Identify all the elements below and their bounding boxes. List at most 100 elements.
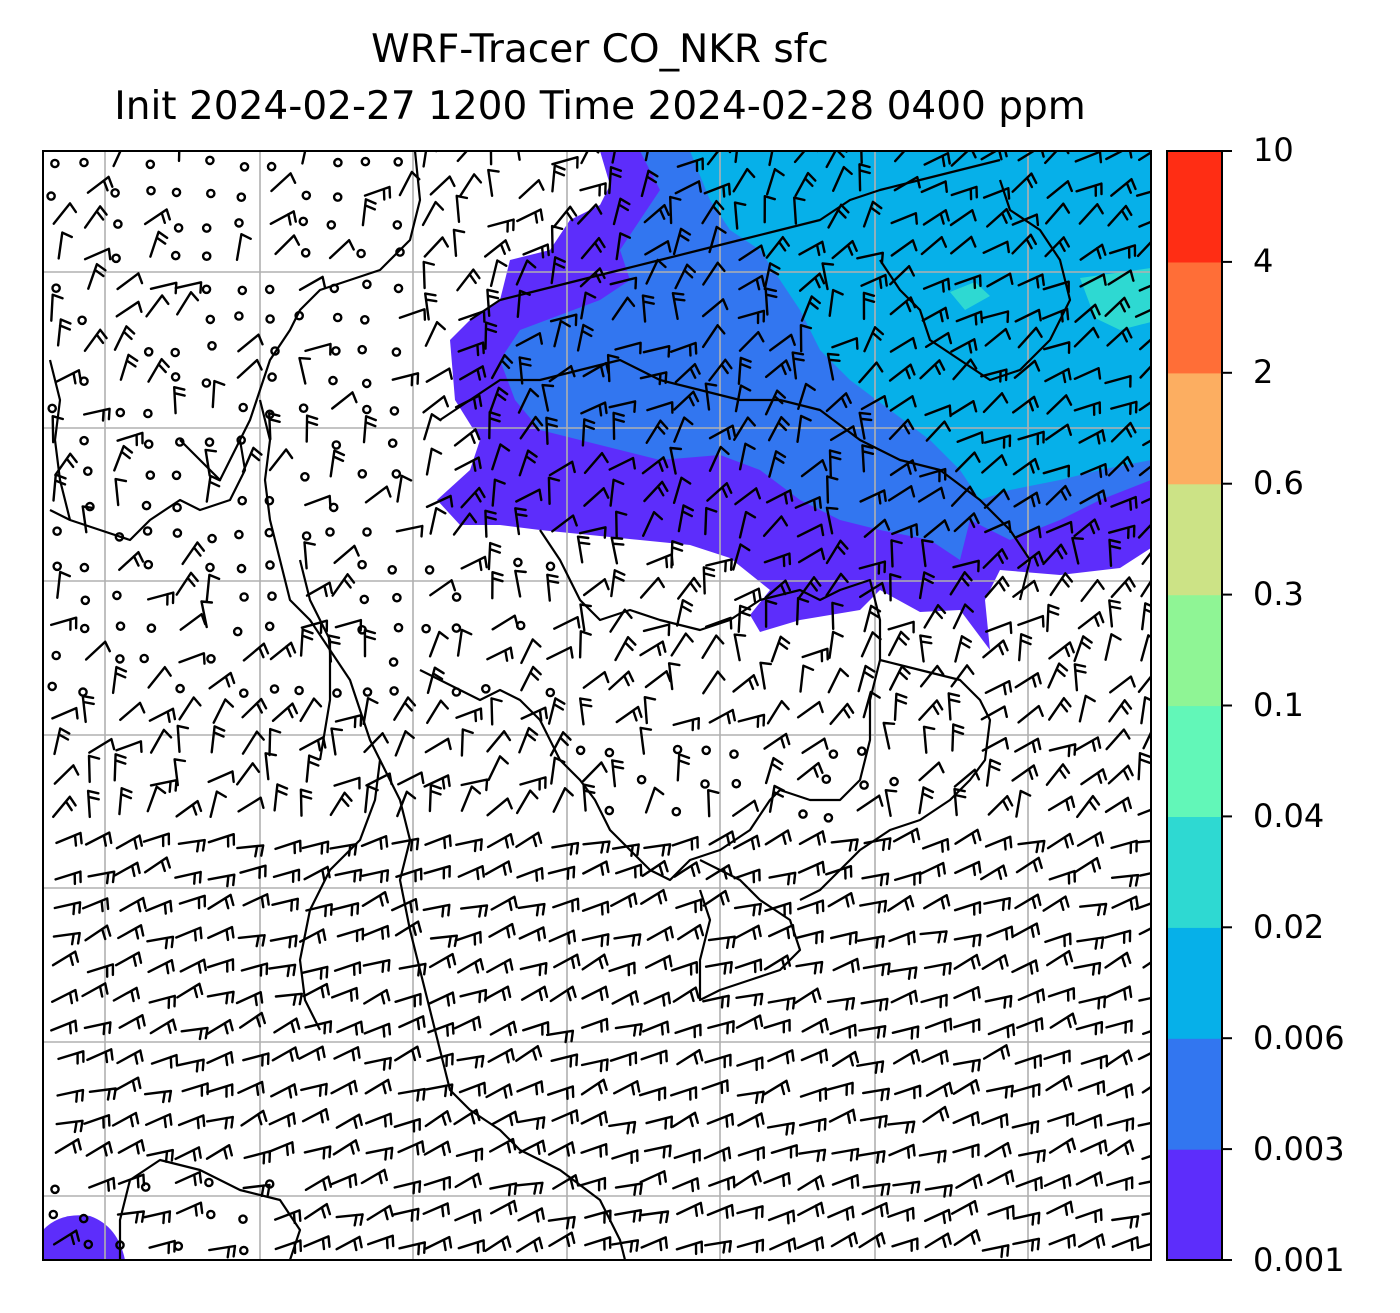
wind-barb [486, 730, 512, 753]
wind-barb [734, 587, 762, 603]
wind-barb [1077, 1233, 1106, 1249]
wind-barb [982, 548, 1009, 569]
wind-barb [516, 208, 544, 224]
wind-barb [394, 992, 422, 1008]
calm-wind-circle [234, 218, 244, 228]
wind-barb [925, 1081, 954, 1098]
wind-barb [423, 774, 451, 790]
wind-barb [301, 840, 330, 855]
wind-barb [861, 1202, 889, 1218]
wind-barb [797, 1201, 825, 1218]
wind-barb [87, 870, 116, 885]
wind-barb [360, 1168, 388, 1185]
wind-barb [704, 382, 718, 411]
calm-wind-circle [332, 312, 343, 323]
calm-wind-circle [301, 190, 312, 201]
wind-barb [1042, 543, 1068, 566]
wind-barb [1046, 1200, 1074, 1216]
wind-barb [329, 449, 346, 478]
wind-barb [86, 1048, 114, 1064]
wind-barb [147, 666, 172, 689]
wind-barb [986, 925, 1014, 941]
calm-wind-circle [237, 495, 247, 506]
wind-barb [763, 1079, 791, 1096]
calm-wind-circle [298, 216, 309, 227]
wind-barb [674, 1023, 702, 1039]
wind-barb [484, 509, 497, 538]
wind-barb [671, 835, 699, 851]
wind-barb [639, 371, 668, 386]
wind-barb [1046, 949, 1074, 967]
wind-barb [862, 291, 876, 321]
wind-barb [1139, 871, 1151, 877]
wind-barb [828, 449, 842, 478]
wind-barb [1110, 178, 1137, 197]
wind-barb [486, 958, 514, 974]
wind-barb [704, 961, 733, 975]
wind-barb [1079, 273, 1107, 288]
wind-barb [1108, 244, 1137, 259]
wind-barb [423, 236, 449, 258]
wind-barb [984, 994, 1013, 1009]
wind-barb [702, 261, 726, 286]
calm-wind-circle [205, 314, 216, 325]
calm-wind-circle [146, 185, 156, 196]
wind-barb [83, 1021, 112, 1036]
wind-barb [642, 1020, 670, 1036]
calm-wind-circle [451, 687, 462, 697]
wind-barb [952, 559, 980, 573]
wind-barb [174, 1171, 203, 1187]
wind-barb [582, 860, 610, 876]
wind-barb [858, 163, 871, 192]
wind-barb [1105, 151, 1133, 161]
wind-barb [1080, 768, 1108, 786]
wind-barb [304, 1202, 332, 1220]
wind-barb [832, 957, 860, 974]
wind-barb [796, 700, 824, 719]
wind-barb [268, 727, 282, 757]
wind-barb [484, 239, 511, 258]
wind-barb [609, 1051, 638, 1067]
colorbar-tick-label: 0.6 [1253, 464, 1304, 502]
wind-barb [206, 1115, 234, 1130]
wind-barb [551, 156, 579, 169]
wind-barb [738, 274, 766, 291]
calm-wind-circle [325, 527, 335, 537]
wind-barb [1137, 752, 1151, 781]
calm-wind-circle [387, 565, 398, 575]
wind-barb [950, 235, 977, 255]
wind-barb [178, 696, 202, 721]
wind-barb [551, 164, 566, 193]
wind-barb [298, 1045, 326, 1061]
wind-barb [545, 416, 558, 445]
wind-barb [677, 923, 705, 941]
wind-barb [429, 579, 457, 597]
wind-barb [1042, 464, 1070, 478]
calm-wind-circle [362, 527, 372, 537]
wind-barb [1074, 736, 1102, 752]
wind-barb [1141, 1085, 1151, 1094]
wind-barb [981, 454, 1008, 474]
wind-barb [1138, 1180, 1151, 1185]
wind-barb [517, 1116, 546, 1130]
wind-barb [765, 489, 794, 505]
wind-barb [427, 1022, 455, 1037]
wind-barb [791, 351, 805, 380]
wind-barb [456, 268, 481, 292]
calm-wind-circle [204, 1177, 214, 1188]
wind-barb [860, 631, 882, 658]
calm-wind-circle [201, 284, 212, 295]
wind-barb [767, 1209, 796, 1225]
wind-barb [859, 581, 887, 599]
wind-barb [422, 1202, 450, 1218]
wind-barb [795, 597, 810, 626]
wind-barb [672, 1177, 700, 1193]
wind-barb [178, 894, 206, 910]
wind-barb [919, 664, 945, 688]
wind-barb [487, 168, 500, 197]
wind-barb [606, 353, 620, 383]
wind-barb [1047, 795, 1076, 812]
wind-barb [271, 897, 299, 912]
wind-barb [797, 899, 825, 915]
wind-barb [1139, 337, 1151, 351]
